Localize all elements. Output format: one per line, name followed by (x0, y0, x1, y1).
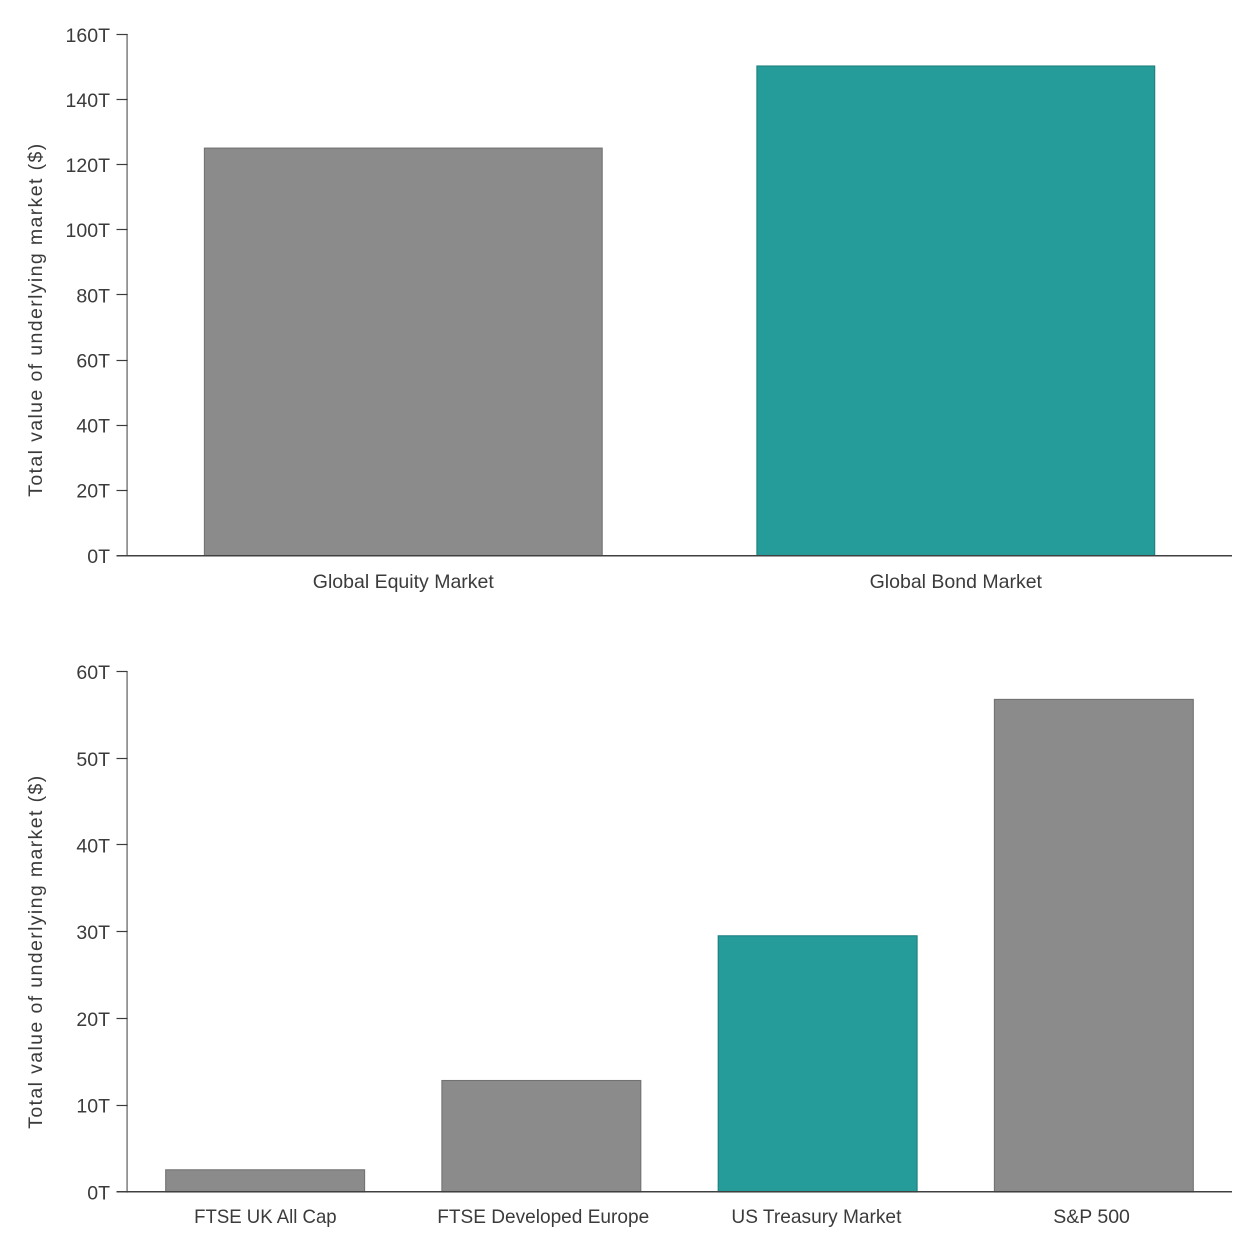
svg-text:120T: 120T (66, 155, 111, 177)
svg-text:20T: 20T (76, 481, 110, 503)
svg-text:0T: 0T (87, 1182, 110, 1204)
svg-text:40T: 40T (76, 836, 110, 858)
svg-text:10T: 10T (76, 1096, 110, 1118)
svg-text:50T: 50T (76, 749, 110, 771)
svg-text:60T: 60T (76, 662, 110, 684)
svg-text:Global Bond Market: Global Bond Market (870, 571, 1043, 593)
svg-text:S&P 500: S&P 500 (1053, 1206, 1130, 1228)
svg-text:140T: 140T (66, 90, 111, 112)
svg-text:US Treasury Market: US Treasury Market (731, 1206, 902, 1228)
svg-text:100T: 100T (66, 220, 111, 242)
svg-text:80T: 80T (76, 285, 110, 307)
svg-text:Global Equity Market: Global Equity Market (313, 571, 495, 593)
svg-text:60T: 60T (76, 351, 110, 373)
svg-text:20T: 20T (76, 1009, 110, 1031)
svg-text:0T: 0T (87, 546, 110, 568)
svg-text:160T: 160T (66, 25, 111, 47)
svg-text:30T: 30T (76, 922, 110, 944)
svg-text:FTSE Developed Europe: FTSE Developed Europe (437, 1206, 649, 1228)
svg-text:FTSE UK All Cap: FTSE UK All Cap (194, 1206, 337, 1228)
svg-text:40T: 40T (76, 416, 110, 438)
